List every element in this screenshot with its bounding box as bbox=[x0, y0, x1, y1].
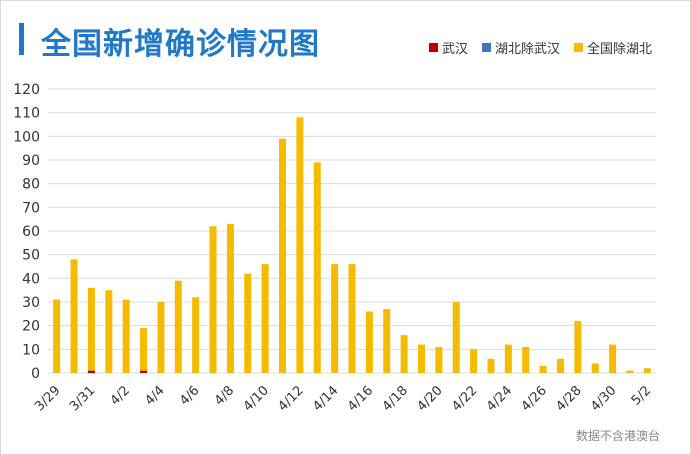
y-tick-label: 80 bbox=[22, 177, 40, 193]
bar-national-ex-hubei bbox=[174, 280, 182, 373]
bar-national-ex-hubei bbox=[192, 297, 200, 373]
title-accent-bar bbox=[19, 23, 24, 55]
x-tick-label: 4/26 bbox=[519, 383, 550, 414]
bar-national-ex-hubei bbox=[209, 226, 217, 373]
bar-national-ex-hubei bbox=[556, 358, 564, 373]
x-tick-label: 3/31 bbox=[67, 383, 98, 414]
x-tick-label: 4/6 bbox=[177, 383, 202, 408]
x-tick-label: 4/8 bbox=[212, 383, 237, 408]
bars bbox=[53, 117, 651, 374]
x-tick-label: 4/12 bbox=[275, 383, 306, 414]
y-tick-label: 70 bbox=[22, 200, 40, 216]
bar-national-ex-hubei bbox=[643, 368, 651, 373]
bar-national-ex-hubei bbox=[348, 264, 356, 373]
bar-national-ex-hubei bbox=[244, 273, 252, 373]
legend-item-wuhan: 武汉 bbox=[428, 38, 468, 57]
bar-national-ex-hubei bbox=[226, 223, 234, 373]
y-axis-ticks: 0 10 20 30 40 50 60 70 80 90 100 110 120 bbox=[13, 82, 40, 382]
bar-national-ex-hubei bbox=[296, 117, 304, 374]
y-tick-label: 0 bbox=[31, 366, 40, 382]
legend-swatch-national-ex-hubei bbox=[573, 43, 583, 52]
x-tick-label: 4/10 bbox=[241, 383, 272, 414]
y-tick-label: 30 bbox=[22, 295, 40, 311]
bar-national-ex-hubei bbox=[331, 264, 339, 373]
y-tick-label: 100 bbox=[13, 129, 40, 145]
y-tick-label: 20 bbox=[22, 319, 40, 335]
bar-national-ex-hubei bbox=[400, 335, 408, 373]
x-tick-label: 4/28 bbox=[553, 383, 584, 414]
bar-national-ex-hubei bbox=[87, 287, 95, 371]
y-tick-label: 50 bbox=[22, 248, 40, 264]
bar-national-ex-hubei bbox=[313, 162, 321, 373]
bar-national-ex-hubei bbox=[70, 259, 78, 373]
bar-national-ex-hubei bbox=[140, 328, 148, 371]
bar-national-ex-hubei bbox=[417, 344, 425, 373]
legend-item-national-ex-hubei: 全国除湖北 bbox=[573, 38, 652, 57]
bar-national-ex-hubei bbox=[591, 363, 599, 373]
y-tick-label: 120 bbox=[13, 82, 40, 98]
source-note: 数据不含港澳台 bbox=[575, 429, 660, 443]
bar-national-ex-hubei bbox=[574, 320, 582, 373]
x-tick-label: 4/4 bbox=[142, 383, 167, 408]
grid-layer bbox=[48, 88, 656, 374]
x-tick-label: 4/24 bbox=[484, 383, 515, 414]
bar-national-ex-hubei bbox=[504, 344, 512, 373]
x-tick-label: 4/22 bbox=[449, 383, 480, 414]
y-tick-label: 60 bbox=[22, 224, 40, 240]
bar-national-ex-hubei bbox=[279, 138, 287, 373]
legend-label-national-ex-hubei: 全国除湖北 bbox=[586, 42, 652, 57]
chart-title: 全国新增确诊情况图 bbox=[41, 27, 320, 62]
bar-national-ex-hubei bbox=[539, 365, 547, 373]
x-tick-label: 4/16 bbox=[345, 383, 376, 414]
x-tick-label: 4/20 bbox=[414, 383, 445, 414]
legend-item-hubei-ex-wuhan: 湖北除武汉 bbox=[481, 38, 560, 57]
bar-national-ex-hubei bbox=[105, 290, 113, 373]
bar-national-ex-hubei bbox=[261, 264, 269, 373]
bar-national-ex-hubei bbox=[53, 299, 61, 373]
y-tick-label: 40 bbox=[22, 271, 40, 287]
y-tick-label: 10 bbox=[22, 342, 40, 358]
x-tick-label: 4/30 bbox=[588, 383, 619, 414]
x-tick-label: 4/18 bbox=[380, 383, 411, 414]
legend-label-wuhan: 武汉 bbox=[441, 42, 468, 57]
y-tick-label: 90 bbox=[22, 153, 40, 169]
x-tick-label: 5/2 bbox=[629, 383, 654, 408]
bar-national-ex-hubei bbox=[452, 302, 460, 373]
legend-swatch-wuhan bbox=[428, 43, 438, 52]
legend: 武汉 湖北除武汉 全国除湖北 bbox=[428, 38, 652, 57]
y-tick-label: 110 bbox=[13, 106, 40, 122]
bar-national-ex-hubei bbox=[157, 302, 165, 373]
bar-national-ex-hubei bbox=[609, 344, 617, 373]
x-tick-label: 4/2 bbox=[108, 383, 133, 408]
bar-national-ex-hubei bbox=[470, 349, 478, 373]
legend-label-hubei-ex-wuhan: 湖北除武汉 bbox=[494, 42, 560, 57]
legend-swatch-hubei-ex-wuhan bbox=[481, 43, 491, 52]
x-tick-label: 4/14 bbox=[310, 383, 341, 414]
bar-national-ex-hubei bbox=[487, 358, 495, 373]
x-axis-ticks: 3/29 3/31 4/2 4/4 4/6 4/8 4/10 4/12 4/14 4/16 4/18… bbox=[32, 383, 654, 414]
bar-wuhan bbox=[140, 370, 148, 373]
bar-national-ex-hubei bbox=[383, 309, 391, 373]
bar-national-ex-hubei bbox=[435, 346, 443, 373]
bar-national-ex-hubei bbox=[122, 299, 130, 373]
bar-national-ex-hubei bbox=[522, 346, 530, 373]
bar-national-ex-hubei bbox=[365, 311, 373, 373]
bar-national-ex-hubei bbox=[626, 370, 634, 373]
x-tick-label: 3/29 bbox=[32, 383, 63, 414]
bar-wuhan bbox=[87, 370, 95, 373]
